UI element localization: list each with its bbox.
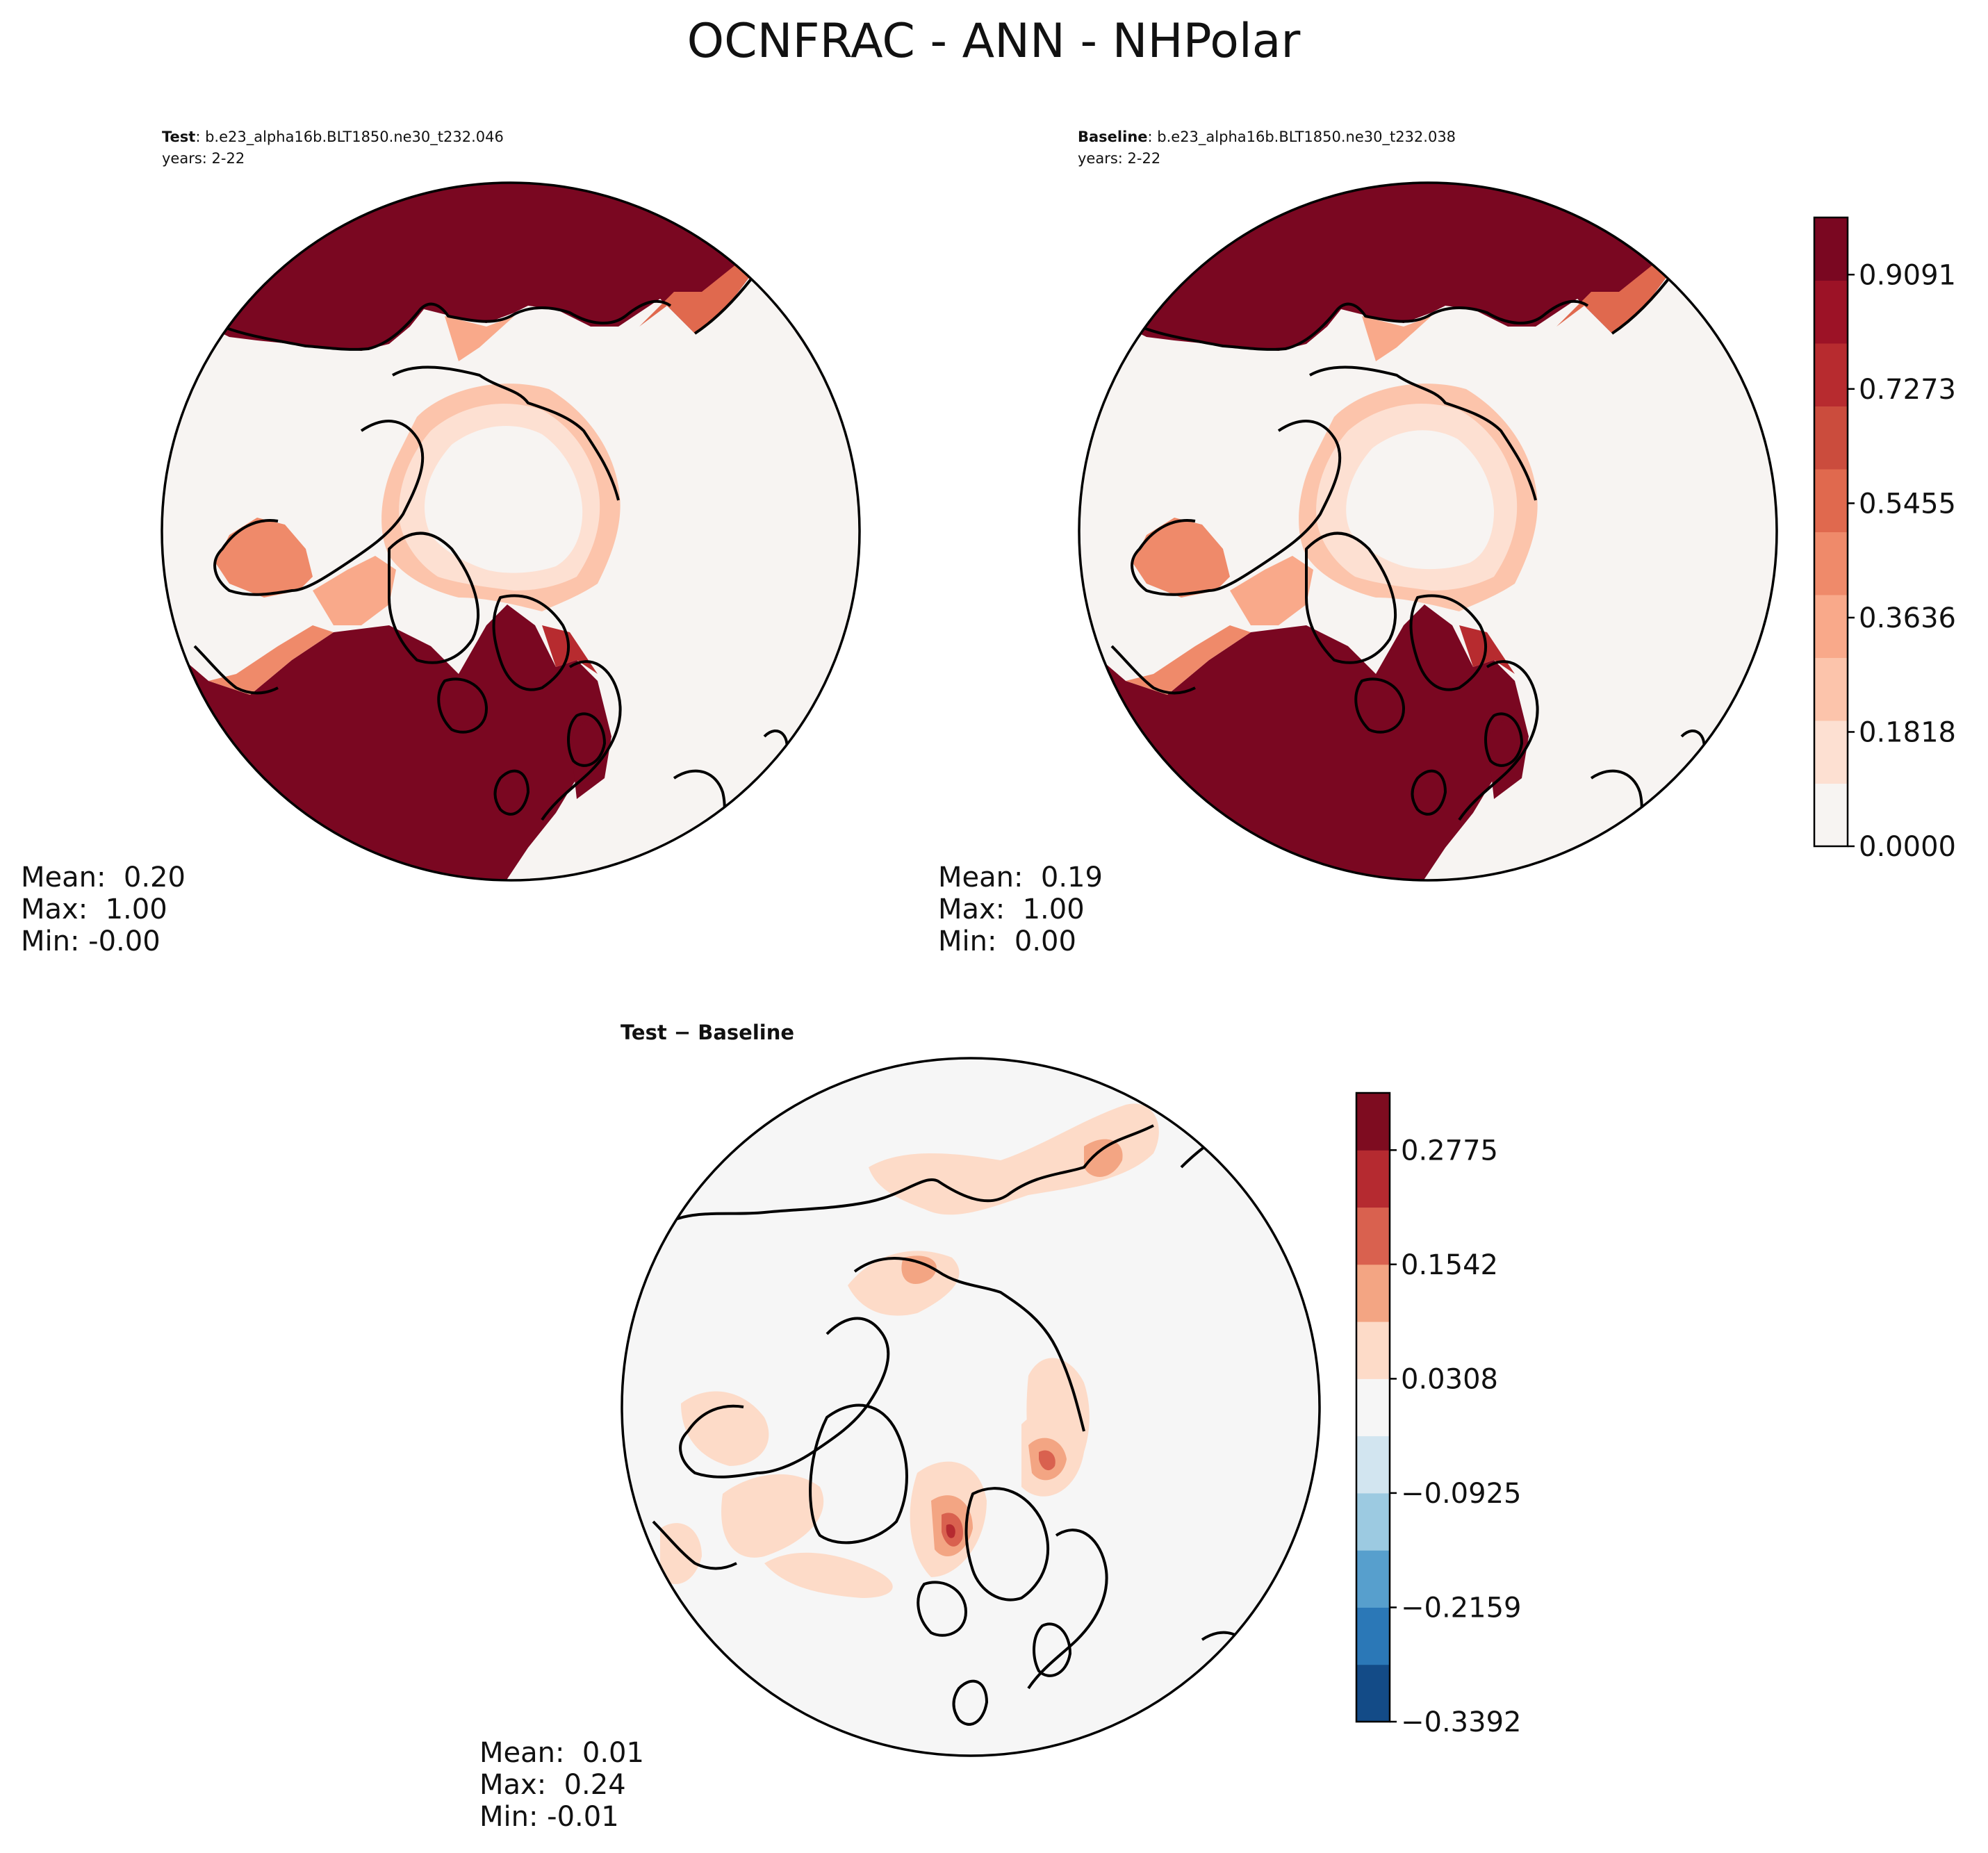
panel-diff: Test − Baseline xyxy=(479,1021,1321,1833)
baseline-case: : b.e23_alpha16b.BLT1850.ne30_t232.038 xyxy=(1148,129,1456,146)
colorbar-frame xyxy=(1813,216,1849,848)
diff-title: Test − Baseline xyxy=(621,1021,794,1044)
baseline-min: Min: 0.00 xyxy=(938,925,1076,957)
colorbar-swatch xyxy=(1814,217,1848,281)
colorbar-tick-label: 0.1542 xyxy=(1401,1249,1498,1281)
diff-max: Max: 0.24 xyxy=(479,1769,626,1801)
colorbar-swatch xyxy=(1814,532,1848,595)
panel-baseline: Baseline: b.e23_alpha16b.BLT1850.ne30_t2… xyxy=(938,129,1778,957)
colorbar-tick-label: 0.0000 xyxy=(1859,831,1956,863)
colorbar-tick-label: 0.7273 xyxy=(1859,374,1956,406)
colorbar-tick-label: 0.2775 xyxy=(1401,1135,1498,1167)
colorbar-swatch xyxy=(1814,343,1848,406)
test-mean: Mean: 0.20 xyxy=(21,862,186,893)
colorbar-swatch xyxy=(1356,1435,1390,1494)
colorbar-swatch xyxy=(1814,720,1848,784)
svg-text:Baseline: b.e23_alpha16b.BLT18: Baseline: b.e23_alpha16b.BLT1850.ne30_t2… xyxy=(1078,129,1456,146)
colorbar-tick-label: −0.2159 xyxy=(1401,1592,1521,1624)
svg-text:Test: b.e23_alpha16b.BLT1850.n: Test: b.e23_alpha16b.BLT1850.ne30_t232.0… xyxy=(162,129,504,146)
colorbar-swatch xyxy=(1356,1378,1390,1437)
colorbar-swatch xyxy=(1356,1607,1390,1665)
colorbar-tick-label: 0.3636 xyxy=(1859,602,1956,634)
test-case: : b.e23_alpha16b.BLT1850.ne30_t232.046 xyxy=(195,129,504,146)
colorbar-ocnfrac: 0.0000 0.1818 0.3636 0.5455 0.7273 0.9091 xyxy=(1813,216,1956,863)
colorbar-tick-label: −0.3392 xyxy=(1401,1706,1521,1738)
colorbar-swatch xyxy=(1356,1492,1390,1551)
diff-map xyxy=(622,1058,1320,1756)
colorbar-swatch xyxy=(1814,783,1848,847)
colorbar-swatch xyxy=(1814,657,1848,721)
colorbar-swatch xyxy=(1814,280,1848,344)
baseline-mean: Mean: 0.19 xyxy=(938,862,1103,893)
test-years: years: 2-22 xyxy=(162,150,245,167)
colorbar-tick-label: −0.0925 xyxy=(1401,1478,1521,1510)
colorbar-tick-label: 0.9091 xyxy=(1859,259,1956,291)
colorbar-swatch xyxy=(1814,469,1848,532)
colorbar-difference: −0.3392 −0.2159 −0.0925 0.0308 0.1542 0.2775 xyxy=(1355,1092,1521,1738)
colorbar-swatch xyxy=(1356,1550,1390,1608)
diff-mean: Mean: 0.01 xyxy=(479,1737,644,1769)
test-label: Test xyxy=(162,129,195,145)
panel-test: Test: b.e23_alpha16b.BLT1850.ne30_t232.0… xyxy=(21,129,861,957)
colorbar-swatch xyxy=(1356,1207,1390,1265)
colorbar-tick-label: 0.0308 xyxy=(1401,1363,1498,1395)
baseline-label: Baseline xyxy=(1078,129,1148,145)
test-min: Min: -0.00 xyxy=(21,925,161,957)
colorbar-swatch xyxy=(1356,1664,1390,1722)
test-max: Max: 1.00 xyxy=(21,893,167,925)
colorbar-tick-label: 0.5455 xyxy=(1859,488,1956,520)
colorbar-tick-label: 0.1818 xyxy=(1859,716,1956,748)
colorbar-swatch xyxy=(1814,406,1848,470)
figure-title: OCNFRAC - ANN - NHPolar xyxy=(687,14,1301,69)
baseline-max: Max: 1.00 xyxy=(938,893,1085,925)
colorbar-swatch xyxy=(1356,1093,1390,1151)
colorbar-swatch xyxy=(1814,595,1848,658)
colorbar-frame xyxy=(1355,1092,1391,1723)
colorbar-swatch xyxy=(1356,1150,1390,1208)
colorbar-swatch xyxy=(1356,1264,1390,1322)
baseline-years: years: 2-22 xyxy=(1078,150,1160,167)
diff-min: Min: -0.01 xyxy=(479,1801,619,1833)
colorbar-swatch xyxy=(1356,1321,1390,1379)
